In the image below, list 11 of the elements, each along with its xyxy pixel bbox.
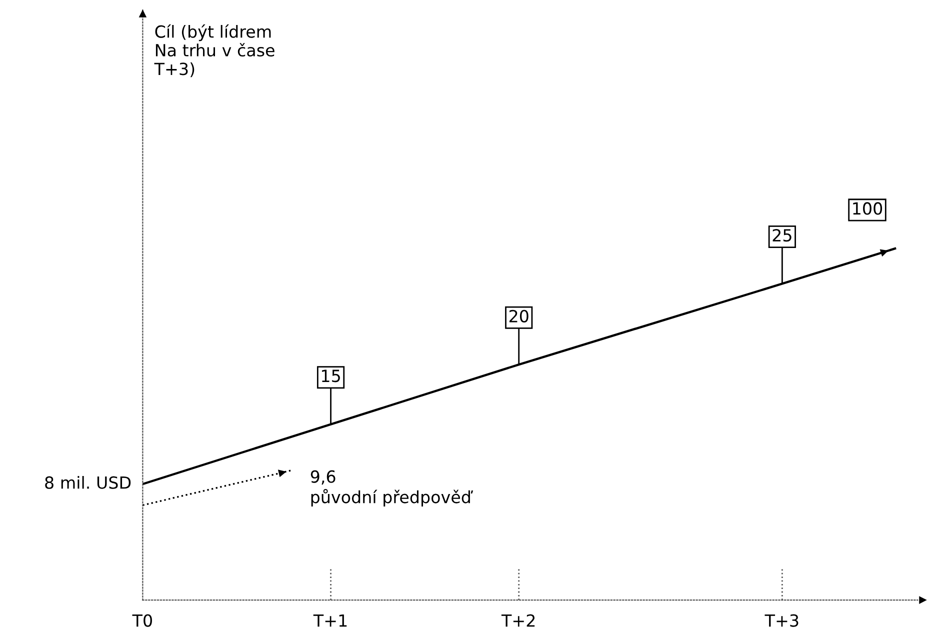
text: Cíl (být lídrem Na trhu v čase T+3)	[154, 24, 274, 78]
x-tick-label: T0	[132, 614, 152, 627]
x-tick-label: T+2	[501, 614, 535, 627]
x-tick-label: T+1	[313, 614, 347, 627]
text: 100	[853, 202, 882, 215]
annotation: 25	[772, 228, 792, 242]
annotation: 9,6 původní předpověď	[310, 470, 474, 507]
annotation: 15	[322, 370, 340, 382]
x-tick-label: T+3	[764, 614, 798, 627]
annotation: 20	[509, 310, 528, 322]
annotation: 8 mil. USD	[45, 476, 131, 489]
